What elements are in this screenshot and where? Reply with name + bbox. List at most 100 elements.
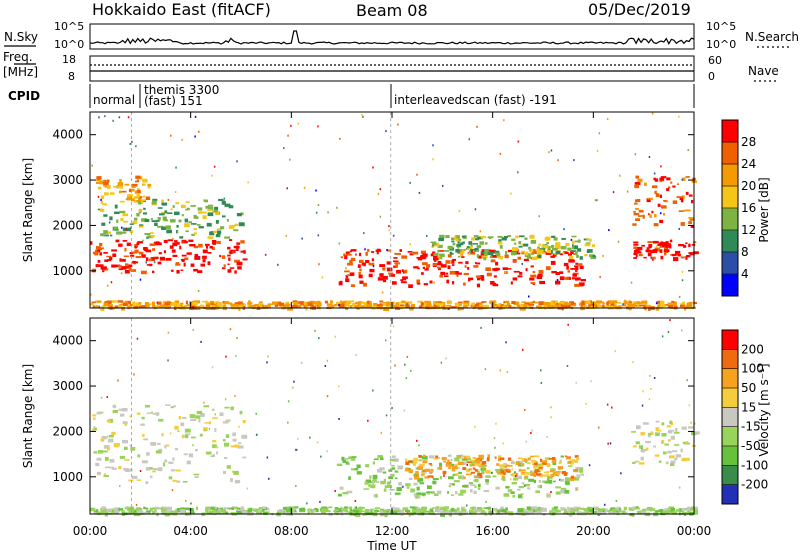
power-cell	[109, 192, 115, 195]
velocity-cell	[549, 470, 554, 473]
velocity-cell	[225, 434, 230, 438]
velocity-cell	[267, 355, 269, 358]
velocity-cell	[580, 507, 584, 510]
power-cell	[550, 255, 555, 258]
power-cell	[393, 257, 398, 259]
power-ytick-0: 4000	[52, 128, 83, 142]
velocity-cell	[421, 507, 425, 510]
velocity-cell	[164, 445, 167, 449]
velocity-cell	[368, 510, 371, 513]
velocity-cell	[355, 510, 359, 513]
power-cell	[521, 250, 525, 253]
power-cell	[120, 231, 127, 234]
nsearch-label: N.Search	[745, 30, 799, 44]
power-cell	[589, 254, 595, 258]
power-cell	[451, 281, 455, 285]
power-cell	[484, 249, 489, 253]
velocity-cell	[534, 461, 538, 466]
power-cell	[642, 214, 645, 219]
power-cell	[97, 195, 100, 198]
velocity-cell	[179, 509, 186, 514]
freq-tick-bottom: 8	[68, 70, 75, 83]
power-cell	[685, 209, 691, 212]
velocity-cell	[688, 426, 694, 429]
velocity-cell	[509, 478, 512, 481]
power-cell	[104, 259, 109, 262]
power-cell	[129, 252, 134, 255]
velocity-cell	[527, 510, 532, 514]
velocity-cell	[232, 506, 238, 510]
velocity-cell	[242, 456, 247, 459]
power-cell	[126, 227, 132, 232]
velocity-cell	[550, 474, 555, 477]
power-cell	[145, 196, 151, 200]
velocity-cell	[473, 490, 477, 494]
power-cell	[504, 271, 507, 274]
velocity-cell	[540, 382, 543, 384]
velocity-cell	[495, 422, 497, 425]
velocity-cell	[365, 479, 371, 484]
velocity-cell	[602, 508, 606, 511]
velocity-cell	[336, 463, 343, 466]
power-cell	[220, 303, 223, 308]
power-cell	[643, 305, 646, 309]
velocity-cell	[441, 510, 445, 513]
power-cell	[349, 272, 355, 276]
velocity-cell	[375, 493, 378, 498]
power-cell	[691, 199, 694, 204]
velocity-cell	[104, 512, 108, 517]
velocity-cell	[373, 458, 379, 461]
power-cell	[129, 223, 134, 225]
power-cell	[266, 305, 271, 309]
power-cell	[125, 265, 131, 269]
power-cell	[458, 301, 463, 304]
freq-label: Freq.	[3, 50, 33, 64]
power-cell	[517, 171, 519, 174]
power-cell	[387, 302, 394, 305]
power-cell	[361, 114, 363, 116]
velocity-cell	[266, 361, 268, 364]
power-cell	[406, 303, 409, 306]
power-cell	[432, 158, 434, 161]
velocity-cell	[396, 509, 402, 513]
velocity-cell	[530, 470, 533, 474]
velocity-cell	[262, 506, 266, 510]
power-cell	[119, 258, 122, 262]
power-cell	[487, 252, 494, 255]
power-cell	[285, 234, 287, 237]
power-cell	[501, 237, 507, 241]
power-cell	[476, 254, 479, 259]
power-cell	[572, 304, 577, 307]
velocity-cell	[511, 468, 513, 471]
power-cell	[157, 301, 162, 305]
power-cell	[474, 247, 479, 252]
power-cell	[565, 301, 568, 304]
power-cell	[103, 182, 109, 185]
power-cell	[685, 306, 691, 309]
power-cell	[437, 305, 441, 308]
power-cell	[683, 244, 687, 248]
power-cell	[689, 252, 695, 256]
velocity-cell	[236, 337, 238, 339]
power-cell	[463, 272, 469, 276]
velocity-cell	[591, 511, 597, 513]
velocity-cell	[451, 494, 454, 496]
velocity-cell	[263, 511, 268, 515]
velocity-cell	[287, 400, 290, 403]
power-cell	[396, 269, 401, 274]
velocity-cell	[506, 371, 509, 374]
power-cell	[100, 266, 107, 270]
velocity-cell	[429, 471, 433, 474]
power-cell	[333, 304, 337, 307]
power-cell	[503, 301, 506, 304]
power-cell	[318, 263, 320, 266]
power-cell	[193, 268, 198, 272]
velocity-cell	[166, 507, 170, 510]
power-cell	[444, 275, 449, 277]
velocity-cell	[440, 361, 443, 364]
power-cell	[445, 235, 450, 238]
velocity-cell	[384, 485, 388, 489]
power-cell	[656, 300, 660, 304]
velocity-cell	[326, 359, 329, 362]
power-cell	[451, 264, 455, 266]
